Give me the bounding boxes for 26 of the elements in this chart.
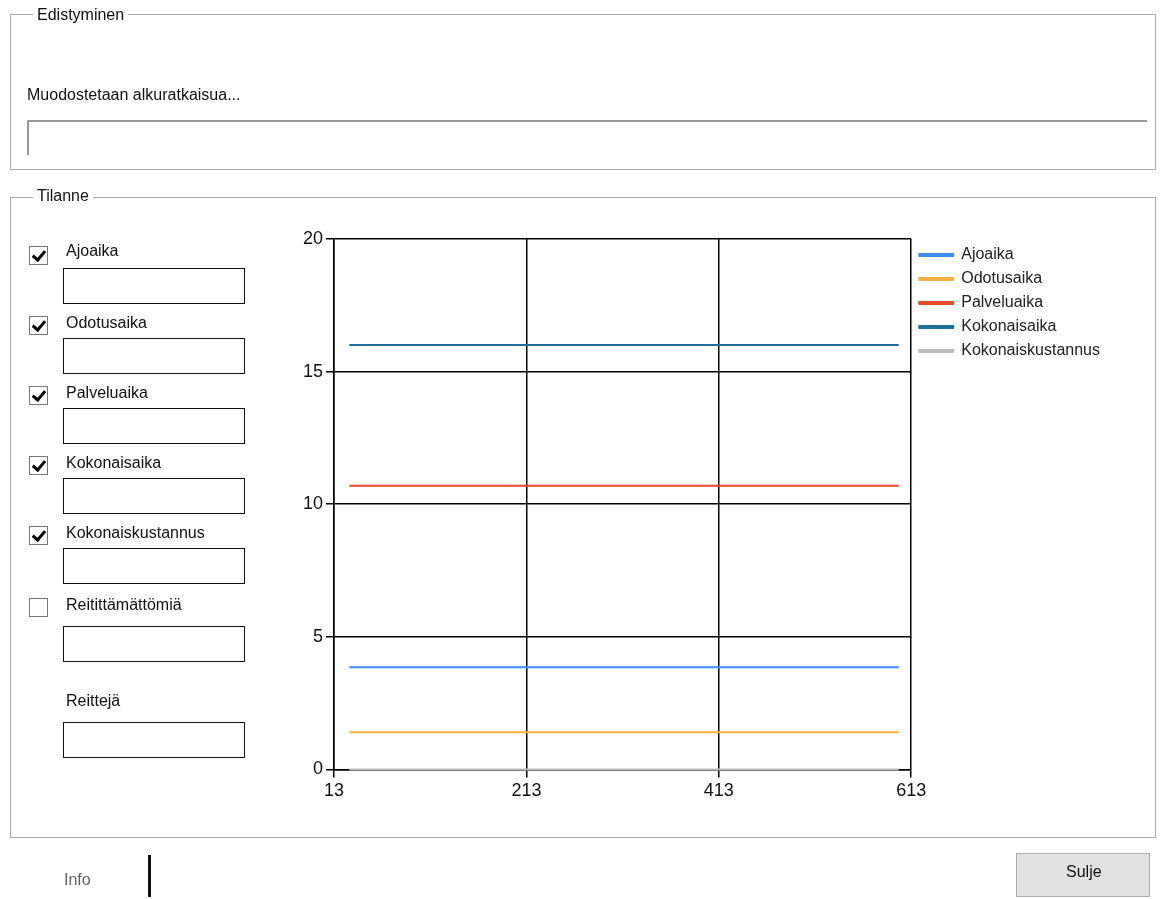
legend-label: Kokonaiskustannus [961,341,1101,359]
text: Palveluaika [66,384,148,402]
y-tick-label: 15 [302,360,324,381]
text: Reitittämättömiä [66,596,182,614]
legend-label: Odotusaika [961,269,1043,287]
text: Reittejä [66,692,121,710]
text: Kokonaiskustannus [66,524,205,542]
legend-label: Kokonaisaika [961,317,1057,335]
text: Info [64,871,91,889]
text: Ajoaika [66,242,119,260]
text: Edistyminen [33,6,129,24]
y-tick-label: 5 [313,625,324,646]
text: Muodostetaan alkuratkaisua... [27,86,241,104]
y-tick-label: 20 [302,227,324,248]
text: Odotusaika [66,314,147,332]
text: Tilanne [33,187,93,205]
x-tick-label: 213 [511,780,542,801]
y-tick-label: 0 [313,758,324,779]
text: Sulje [1066,863,1102,881]
text: Kokonaisaika [66,454,162,472]
legend-label: Ajoaika [961,245,1014,263]
x-tick-label: 613 [896,780,927,801]
legend-label: Palveluaika [961,293,1044,311]
x-tick-label: 413 [703,780,734,801]
y-tick-label: 10 [302,493,324,514]
x-tick-label: 13 [324,780,345,801]
